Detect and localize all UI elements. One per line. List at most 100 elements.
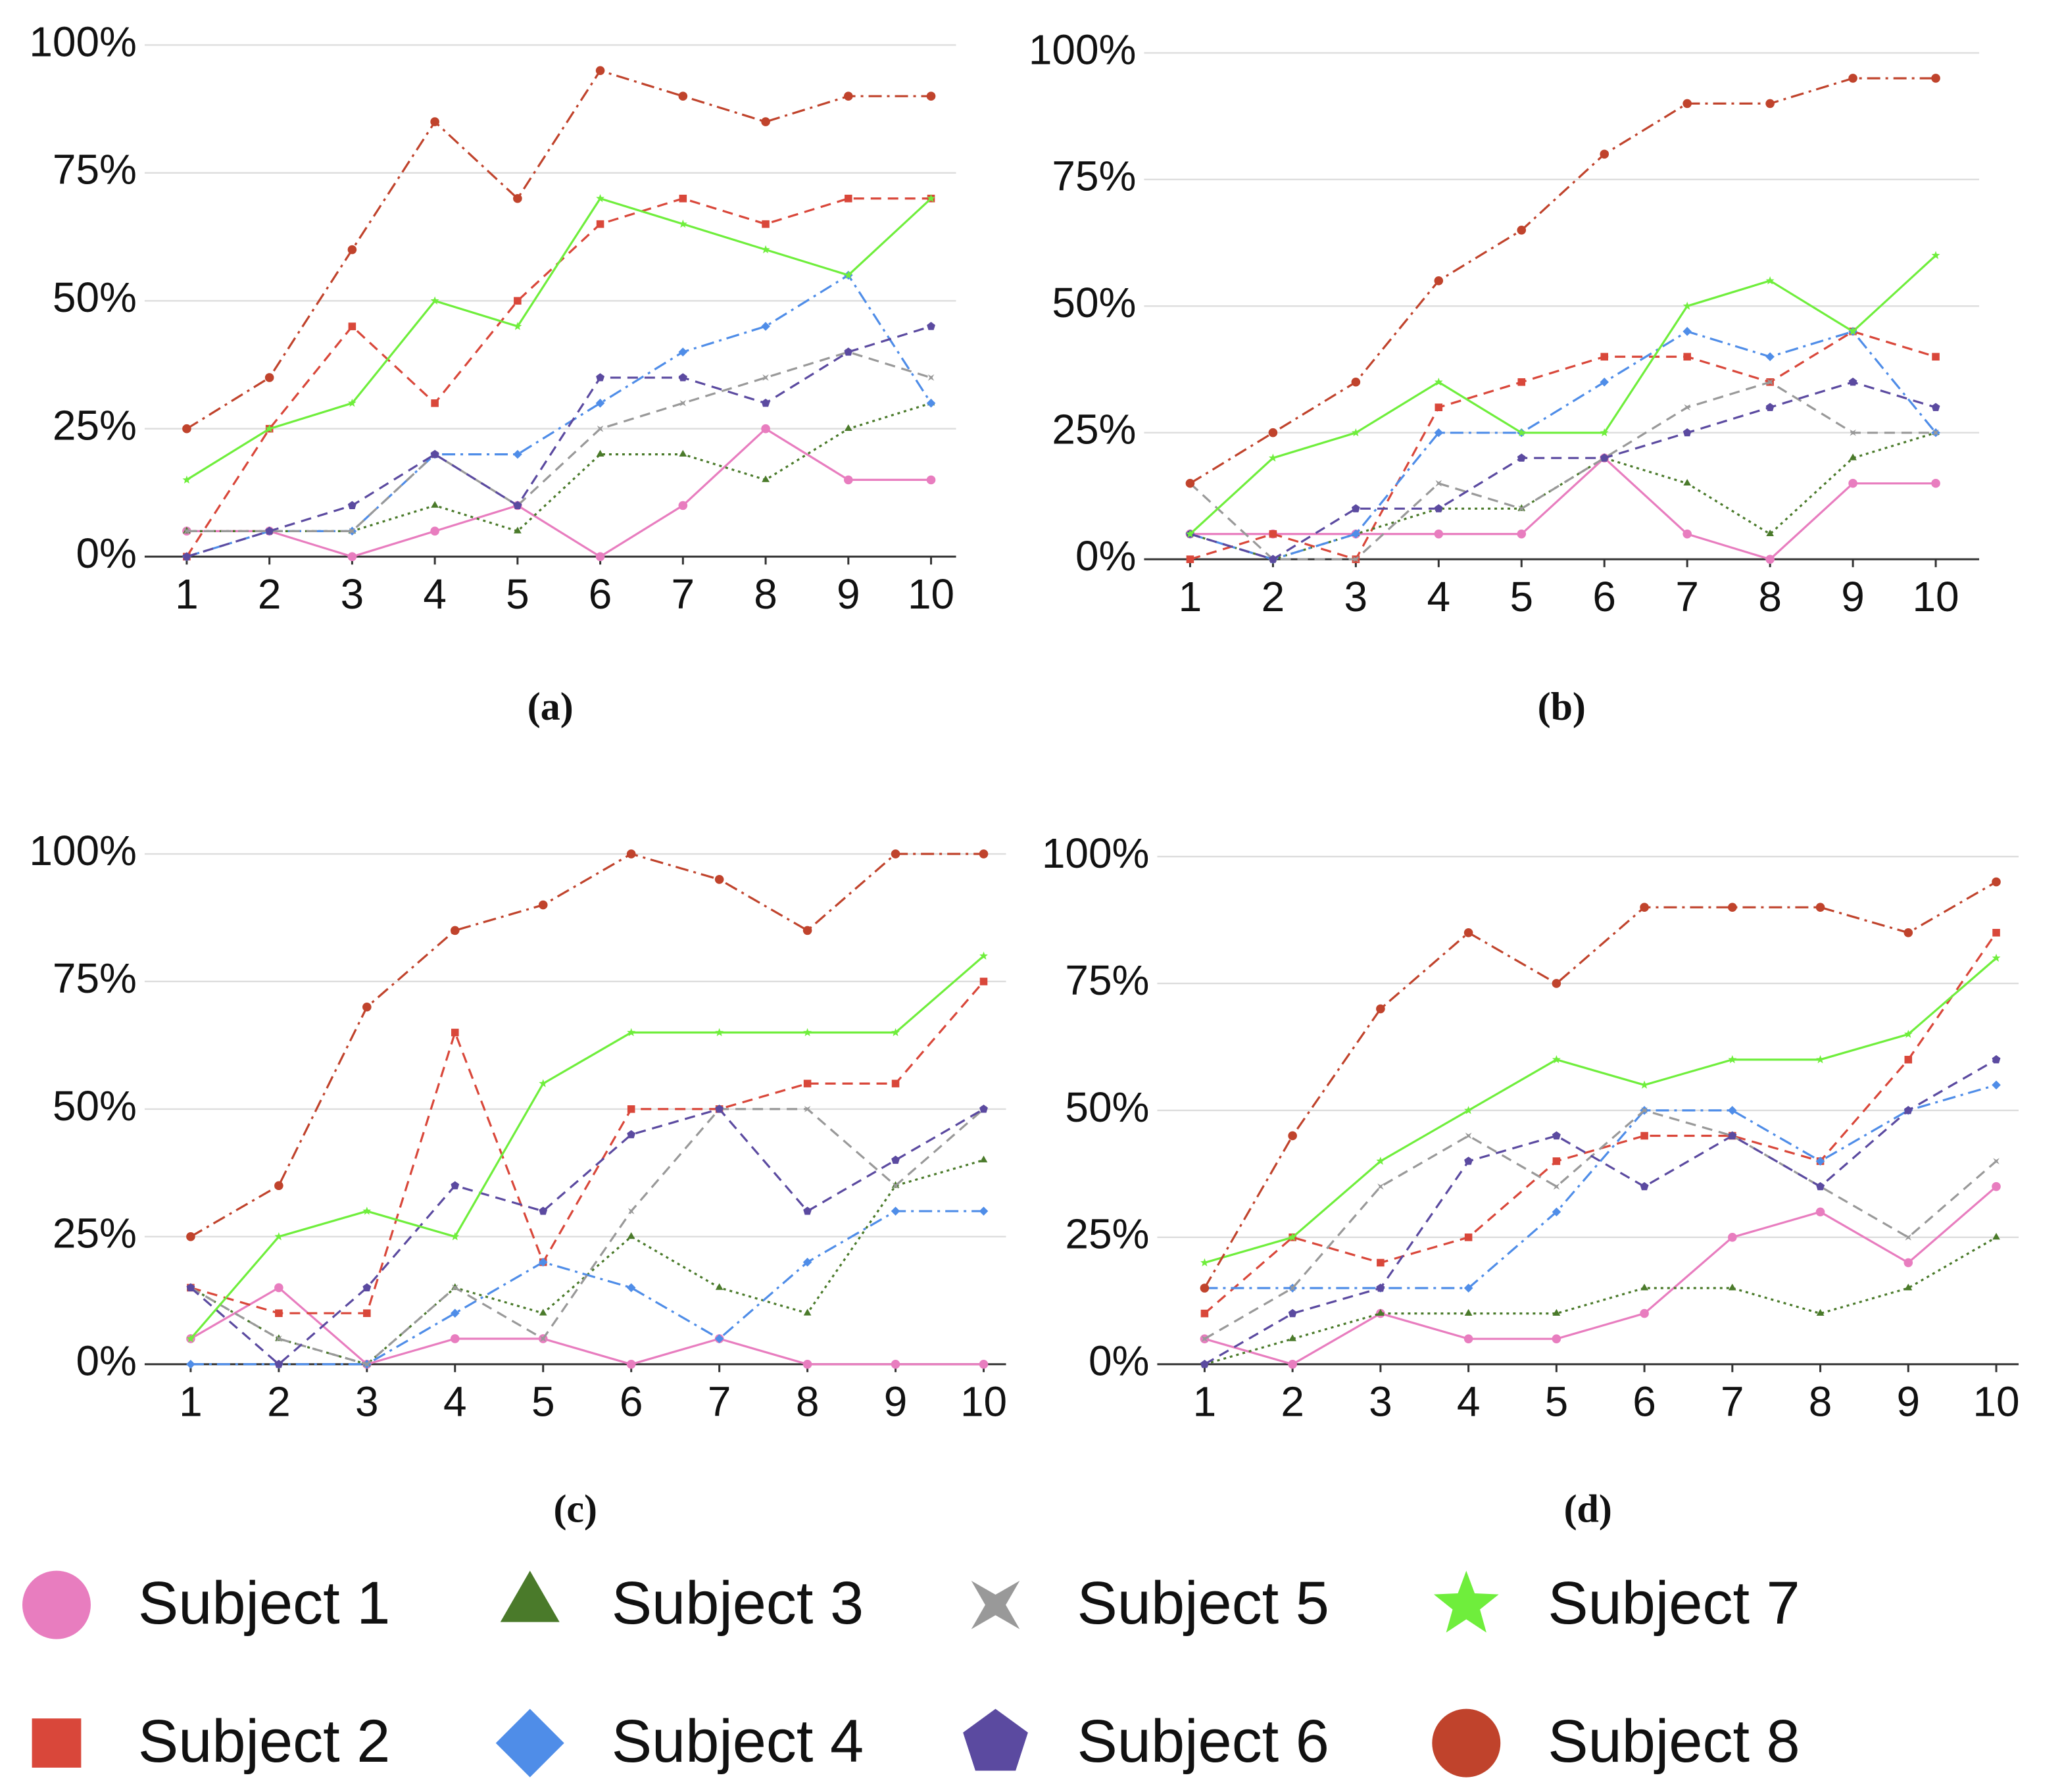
caption: (c) (553, 1487, 597, 1530)
data-point (1992, 1080, 2001, 1090)
data-point (274, 1283, 283, 1293)
series-line (189, 1108, 985, 1366)
data-point (431, 501, 439, 508)
data-point (802, 1359, 812, 1369)
data-point (1904, 1055, 1913, 1064)
series-line (1189, 381, 1936, 560)
data-point (184, 528, 190, 535)
data-point (1682, 529, 1692, 539)
data-point (1992, 1233, 2000, 1240)
data-point (1200, 1258, 1209, 1267)
data-point (513, 449, 522, 459)
data-point (1641, 1107, 1648, 1114)
series-line (186, 274, 932, 558)
x-tick-label: 8 (1758, 573, 1782, 620)
data-point (347, 501, 356, 509)
data-point (1903, 1258, 1913, 1268)
data-point (803, 1080, 812, 1087)
data-point (1992, 953, 2001, 962)
data-point (715, 1028, 724, 1037)
data-point (804, 1106, 811, 1112)
legend-marker (500, 1570, 560, 1622)
data-point (626, 1283, 636, 1293)
data-point (430, 117, 439, 126)
series-line (1189, 330, 1937, 560)
data-point (1848, 478, 1857, 488)
data-point (539, 1079, 548, 1087)
data-point (1905, 1234, 1912, 1241)
x-tick-label: 7 (672, 570, 695, 618)
data-point (1600, 149, 1609, 159)
series-line (1190, 457, 1936, 560)
data-point (761, 322, 770, 331)
data-point (1640, 1308, 1649, 1318)
data-point (538, 1257, 548, 1267)
data-point (274, 1359, 283, 1368)
data-point (1765, 99, 1775, 109)
data-point (1186, 555, 1194, 563)
data-point (182, 475, 191, 484)
data-point (450, 1334, 460, 1343)
data-point (1517, 378, 1526, 386)
x-tick-label: 9 (884, 1378, 908, 1426)
data-point (803, 1308, 812, 1316)
data-point (1552, 1131, 1561, 1140)
data-point (182, 552, 191, 560)
data-point (1600, 378, 1609, 387)
data-point (1376, 1308, 1385, 1316)
data-point (1200, 1283, 1210, 1293)
data-point (1464, 1157, 1473, 1165)
x-tick-label: 8 (1809, 1378, 1832, 1426)
data-point (761, 245, 770, 254)
data-point (1728, 1233, 1737, 1242)
data-point (1904, 1283, 1913, 1291)
y-tick-label: 100% (29, 827, 137, 874)
data-point (348, 322, 356, 330)
caption: (a) (528, 685, 574, 728)
y-tick-label: 100% (29, 18, 137, 65)
data-point (430, 449, 439, 459)
data-point (979, 1105, 988, 1113)
y-tick-label: 0% (76, 1337, 136, 1385)
y-tick-label: 50% (1052, 279, 1136, 326)
data-point (1517, 226, 1527, 235)
series-line (185, 197, 931, 558)
data-point (1465, 1132, 1472, 1139)
y-tick-label: 75% (1052, 153, 1136, 200)
data-point (627, 1208, 635, 1214)
data-point (1992, 1182, 2001, 1191)
data-point (761, 117, 770, 126)
data-point (1435, 403, 1443, 412)
legend-marker (495, 1708, 564, 1778)
x-tick-label: 5 (506, 570, 529, 618)
data-point (1765, 403, 1775, 411)
series-line (1189, 330, 1936, 561)
x-tick-label: 6 (1632, 1378, 1656, 1426)
legend-marker (963, 1708, 1028, 1771)
y-tick-label: 75% (53, 955, 137, 1002)
data-point (362, 1002, 372, 1012)
data-point (186, 1232, 195, 1241)
data-point (362, 1283, 372, 1292)
data-point (1682, 99, 1692, 109)
data-point (1600, 353, 1609, 361)
data-point (596, 193, 605, 203)
data-point (844, 424, 852, 432)
x-tick-label: 5 (1545, 1378, 1569, 1426)
data-point (1766, 529, 1774, 536)
x-tick-label: 7 (708, 1378, 731, 1426)
data-point (1931, 74, 1940, 83)
data-point (892, 1182, 899, 1189)
data-point (1640, 1182, 1649, 1191)
x-tick-label: 6 (1592, 573, 1616, 620)
data-point (891, 1155, 900, 1164)
data-point (762, 374, 769, 381)
data-point (596, 373, 605, 382)
data-point (678, 501, 688, 510)
data-point (347, 552, 357, 561)
series-line (1204, 932, 1998, 1314)
data-point (627, 1028, 636, 1037)
data-point (679, 400, 687, 407)
data-point (714, 1334, 724, 1343)
data-point (1767, 378, 1773, 386)
